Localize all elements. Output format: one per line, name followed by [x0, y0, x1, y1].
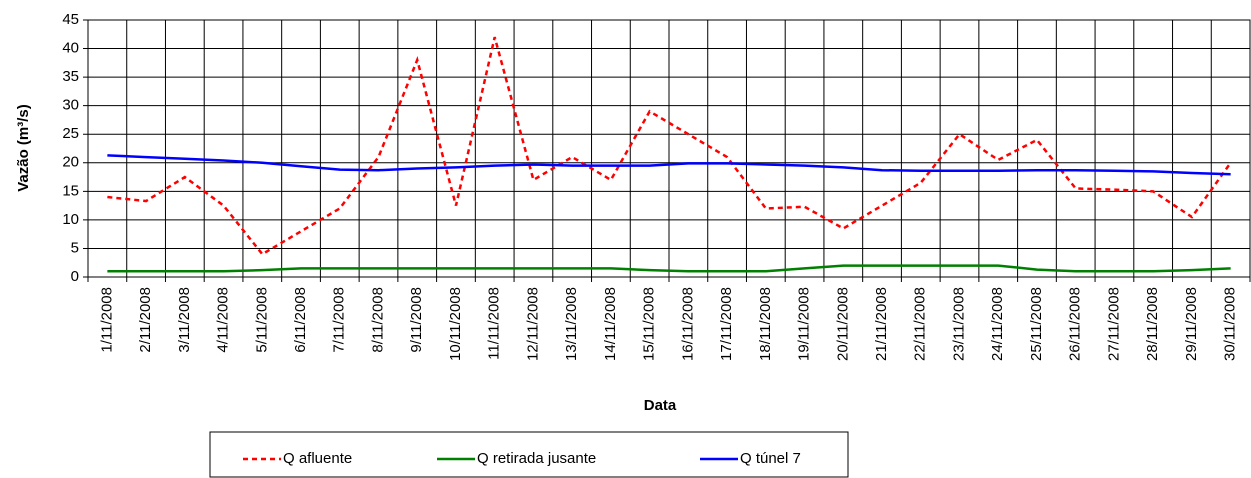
- x-tick-label: 14/11/2008: [602, 287, 619, 361]
- legend-label: Q túnel 7: [740, 450, 801, 467]
- x-tick-label: 18/11/2008: [757, 287, 774, 361]
- legend-box: [209, 431, 849, 478]
- x-tick-label: 26/11/2008: [1067, 287, 1084, 361]
- y-tick-label: 40: [62, 40, 79, 57]
- x-tick-label: 25/11/2008: [1028, 287, 1045, 361]
- y-tick-label: 20: [62, 154, 79, 171]
- x-tick-label: 24/11/2008: [989, 287, 1006, 361]
- x-tick-label: 28/11/2008: [1144, 287, 1161, 361]
- x-tick-label: 29/11/2008: [1183, 287, 1200, 361]
- x-tick-label: 20/11/2008: [834, 287, 851, 361]
- x-tick-label: 15/11/2008: [641, 287, 658, 361]
- x-tick-label: 17/11/2008: [718, 287, 735, 361]
- x-tick-label: 10/11/2008: [447, 287, 464, 361]
- x-tick-label: 5/11/2008: [253, 287, 270, 353]
- plot-frame: [87, 19, 1251, 278]
- series-line: [107, 36, 1232, 256]
- legend-label: Q afluente: [283, 450, 352, 467]
- x-tick-label: 30/11/2008: [1222, 287, 1239, 361]
- x-tick-label: 1/11/2008: [98, 287, 115, 353]
- series-line: [107, 264, 1231, 273]
- y-tick-label: 30: [62, 97, 79, 114]
- y-tick-label: 0: [71, 268, 79, 285]
- x-tick-label: 22/11/2008: [912, 287, 929, 361]
- x-tick-label: 13/11/2008: [563, 287, 580, 361]
- x-axis-title: Data: [644, 397, 677, 414]
- y-tick-label: 10: [62, 211, 79, 228]
- y-tick-label: 25: [62, 125, 79, 142]
- y-tick-label: 35: [62, 68, 79, 85]
- legend-label: Q retirada jusante: [477, 450, 596, 467]
- series-line: [107, 154, 1231, 176]
- x-tick-label: 6/11/2008: [292, 287, 309, 353]
- y-tick-label: 45: [62, 11, 79, 28]
- x-tick-label: 2/11/2008: [137, 287, 154, 353]
- x-tick-label: 23/11/2008: [950, 287, 967, 361]
- x-tick-label: 8/11/2008: [369, 287, 386, 353]
- x-tick-label: 27/11/2008: [1105, 287, 1122, 361]
- x-tick-label: 16/11/2008: [679, 287, 696, 361]
- x-tick-label: 9/11/2008: [408, 287, 425, 353]
- x-tick-label: 7/11/2008: [331, 287, 348, 353]
- x-tick-label: 11/11/2008: [486, 287, 503, 360]
- x-tick-label: 19/11/2008: [796, 287, 813, 361]
- x-tick-label: 3/11/2008: [176, 287, 193, 353]
- y-axis-title: Vazão (m³/s): [15, 104, 32, 192]
- y-tick-label: 15: [62, 182, 79, 199]
- x-tick-label: 21/11/2008: [873, 287, 890, 361]
- y-tick-label: 5: [71, 239, 79, 256]
- x-tick-label: 4/11/2008: [215, 287, 232, 353]
- x-tick-label: 12/11/2008: [524, 287, 541, 361]
